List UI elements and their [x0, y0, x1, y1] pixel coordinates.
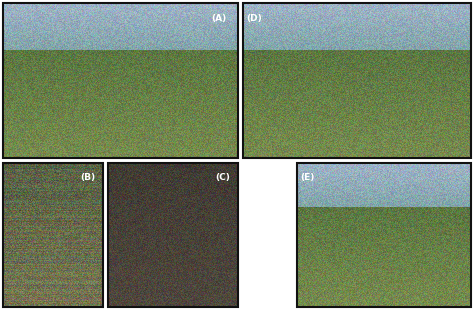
Text: (B): (B): [81, 173, 96, 182]
Bar: [297, 163, 471, 307]
Bar: [243, 3, 471, 158]
Text: (A): (A): [211, 14, 227, 23]
Text: (E): (E): [300, 173, 315, 182]
Bar: [3, 163, 103, 307]
Bar: [3, 3, 238, 158]
Text: (C): (C): [215, 173, 230, 182]
Bar: [108, 163, 238, 307]
Text: (D): (D): [246, 14, 262, 23]
